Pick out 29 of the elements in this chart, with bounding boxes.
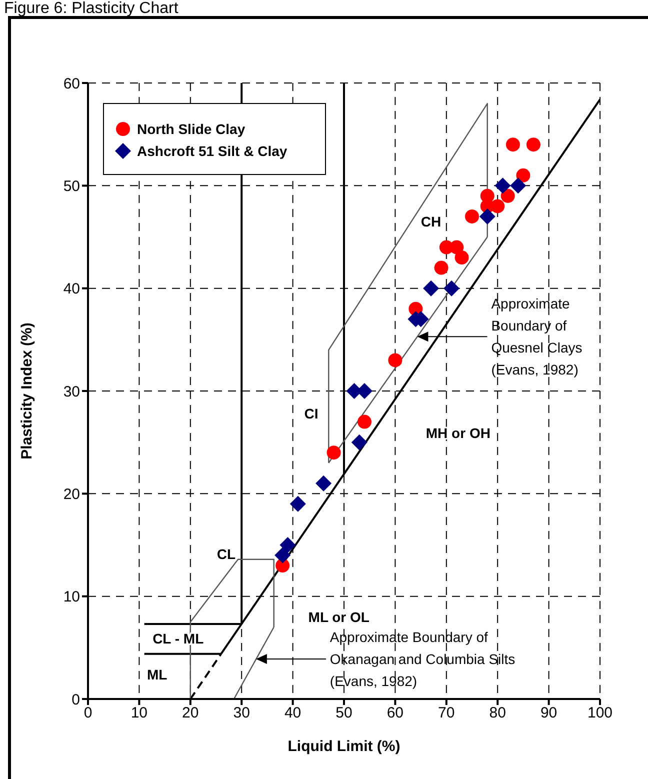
x-tick-label: 0: [84, 704, 92, 722]
legend-label: Ashcroft 51 Silt & Clay: [137, 143, 288, 159]
x-tick-label: 50: [336, 704, 352, 722]
x-tick-label: 90: [540, 704, 558, 722]
x-axis-title: Liquid Limit (%): [288, 738, 400, 755]
y-tick-label: 40: [63, 280, 80, 298]
y-tick-label: 10: [63, 588, 80, 606]
annotation: MH or OH: [426, 425, 490, 442]
chart-title: Figure 6: Plasticity Chart: [4, 0, 178, 18]
annotation: Approximate Boundary of Okanagan and Columbia Silts (Evans, 1982): [330, 628, 516, 689]
x-tick-label: 70: [438, 704, 455, 722]
y-tick-label: 20: [63, 486, 80, 503]
legend-label: North Slide Clay: [137, 121, 246, 137]
annotation: ML: [147, 666, 168, 682]
y-tick-label: 30: [63, 383, 80, 400]
y-tick-label: 50: [63, 178, 80, 195]
x-tick-label: 100: [587, 704, 613, 722]
x-tick-label: 40: [284, 704, 302, 722]
x-tick-label: 80: [489, 704, 506, 722]
x-tick-label: 60: [386, 704, 404, 722]
annotation: CI: [304, 406, 318, 422]
x-tick-label: 20: [182, 704, 199, 722]
y-axis-title: Plasticity Index (%): [18, 322, 36, 460]
y-tick-label: 0: [72, 691, 80, 708]
y-tick-label: 60: [63, 75, 80, 92]
x-tick-label: 10: [130, 704, 148, 722]
x-tick-label: 30: [233, 704, 250, 722]
annotation: CL: [216, 546, 236, 562]
annotation: CH: [420, 214, 442, 230]
